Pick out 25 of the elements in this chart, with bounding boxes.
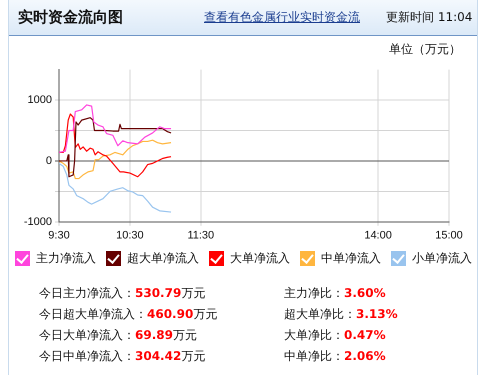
legend-label: 主力净流入 (36, 250, 96, 267)
x-tick-label: 15:00 (435, 229, 463, 242)
text: 中单净比：2.06% (284, 348, 387, 365)
text: 今日超大单净流入：460.90万元 (39, 306, 218, 323)
text: 更新时间 11:04 (386, 9, 472, 26)
legend-label: 中单净流入 (321, 250, 381, 267)
chart-title: 实时资金流向图 (18, 8, 123, 27)
x-tick-label: 14:00 (364, 229, 392, 242)
text: 今日主力净流入：530.79万元 (39, 285, 206, 302)
x-tick-label: 11:30 (187, 229, 214, 242)
text: 主力净比：3.60% (284, 285, 387, 302)
text: 今日中单净流入：304.42万元 (39, 348, 206, 365)
x-tick-label: 10:30 (116, 229, 144, 242)
text: 查看有色金属行业实时资金流 (204, 9, 360, 26)
text: 今日大单净流入：69.89万元 (39, 327, 198, 344)
y-tick-label: 1000 (28, 94, 52, 106)
y-axis-title: 单位（万元） (389, 41, 461, 58)
x-tick-label: 9:30 (48, 229, 70, 242)
y-tick-label: -1000 (24, 216, 52, 228)
legend-label: 大单净流入 (230, 250, 290, 267)
legend-label: 超大单净流入 (127, 250, 199, 267)
text: 大单净比：0.47% (284, 327, 387, 344)
text: 超大单净比：3.13% (284, 306, 399, 323)
legend-label: 小单净流入 (412, 250, 472, 267)
y-tick-label: 0 (46, 154, 52, 167)
